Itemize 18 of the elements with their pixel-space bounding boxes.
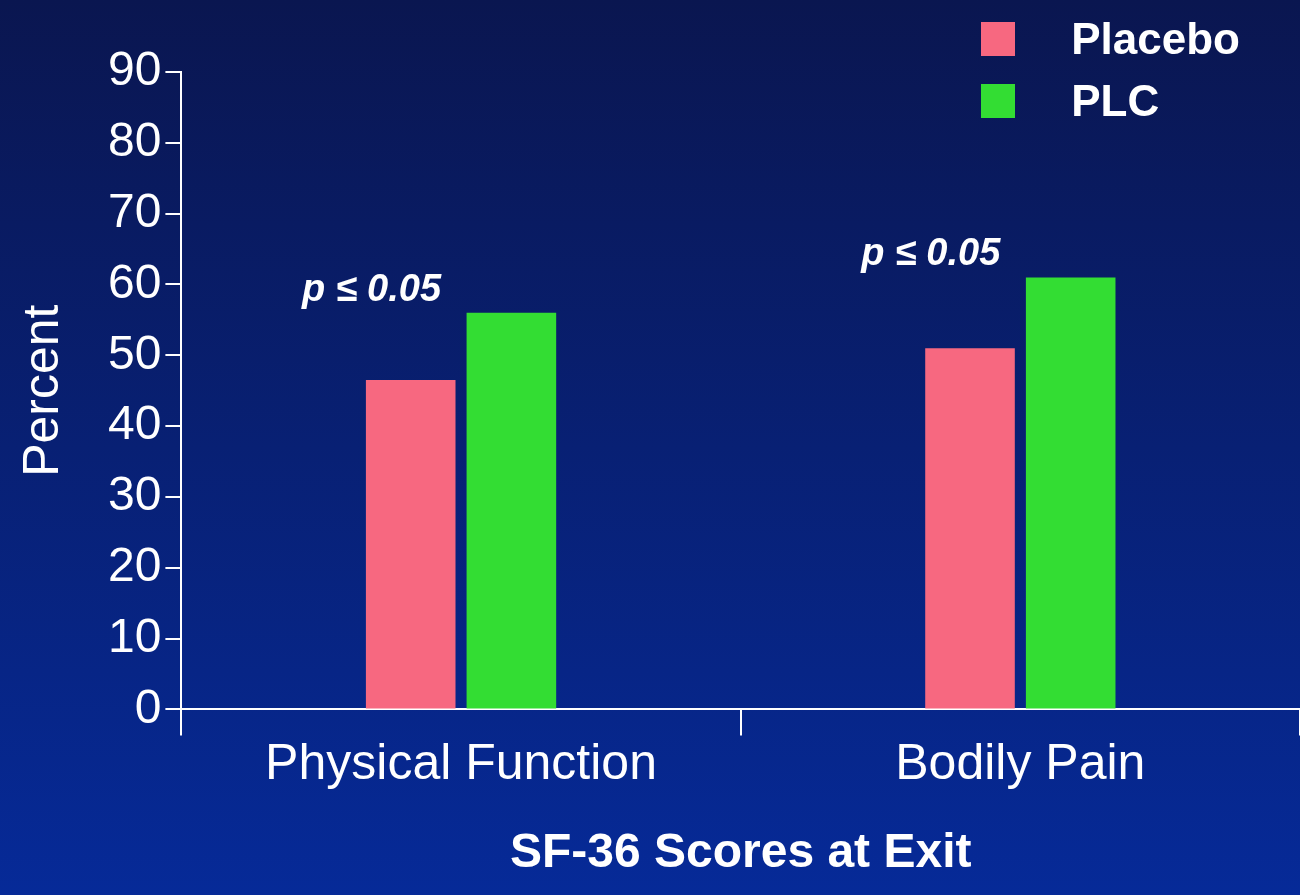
- y-tick-label: 30: [108, 467, 162, 521]
- y-tick-label: 70: [108, 183, 162, 237]
- y-tick-label: 20: [108, 537, 162, 591]
- y-tick-label: 10: [108, 608, 162, 662]
- y-tick-label: 60: [108, 254, 162, 308]
- y-tick-label: 40: [108, 396, 162, 450]
- y-tick-label: 80: [108, 113, 162, 167]
- x-axis-title: SF-36 Scores at Exit: [509, 824, 972, 878]
- annotation: p ≤ 0.05: [860, 231, 1002, 274]
- legend-label: PLC: [1071, 76, 1160, 126]
- y-axis-title: Percent: [12, 304, 69, 477]
- x-tick-label: Physical Function: [265, 734, 657, 791]
- legend-label: Placebo: [1071, 14, 1240, 64]
- annotation: p ≤ 0.05: [300, 266, 442, 309]
- y-tick-label: 90: [108, 42, 162, 96]
- y-tick-label: 0: [134, 679, 162, 733]
- y-tick-label: 50: [108, 325, 162, 379]
- x-tick-label: Bodily Pain: [895, 734, 1146, 791]
